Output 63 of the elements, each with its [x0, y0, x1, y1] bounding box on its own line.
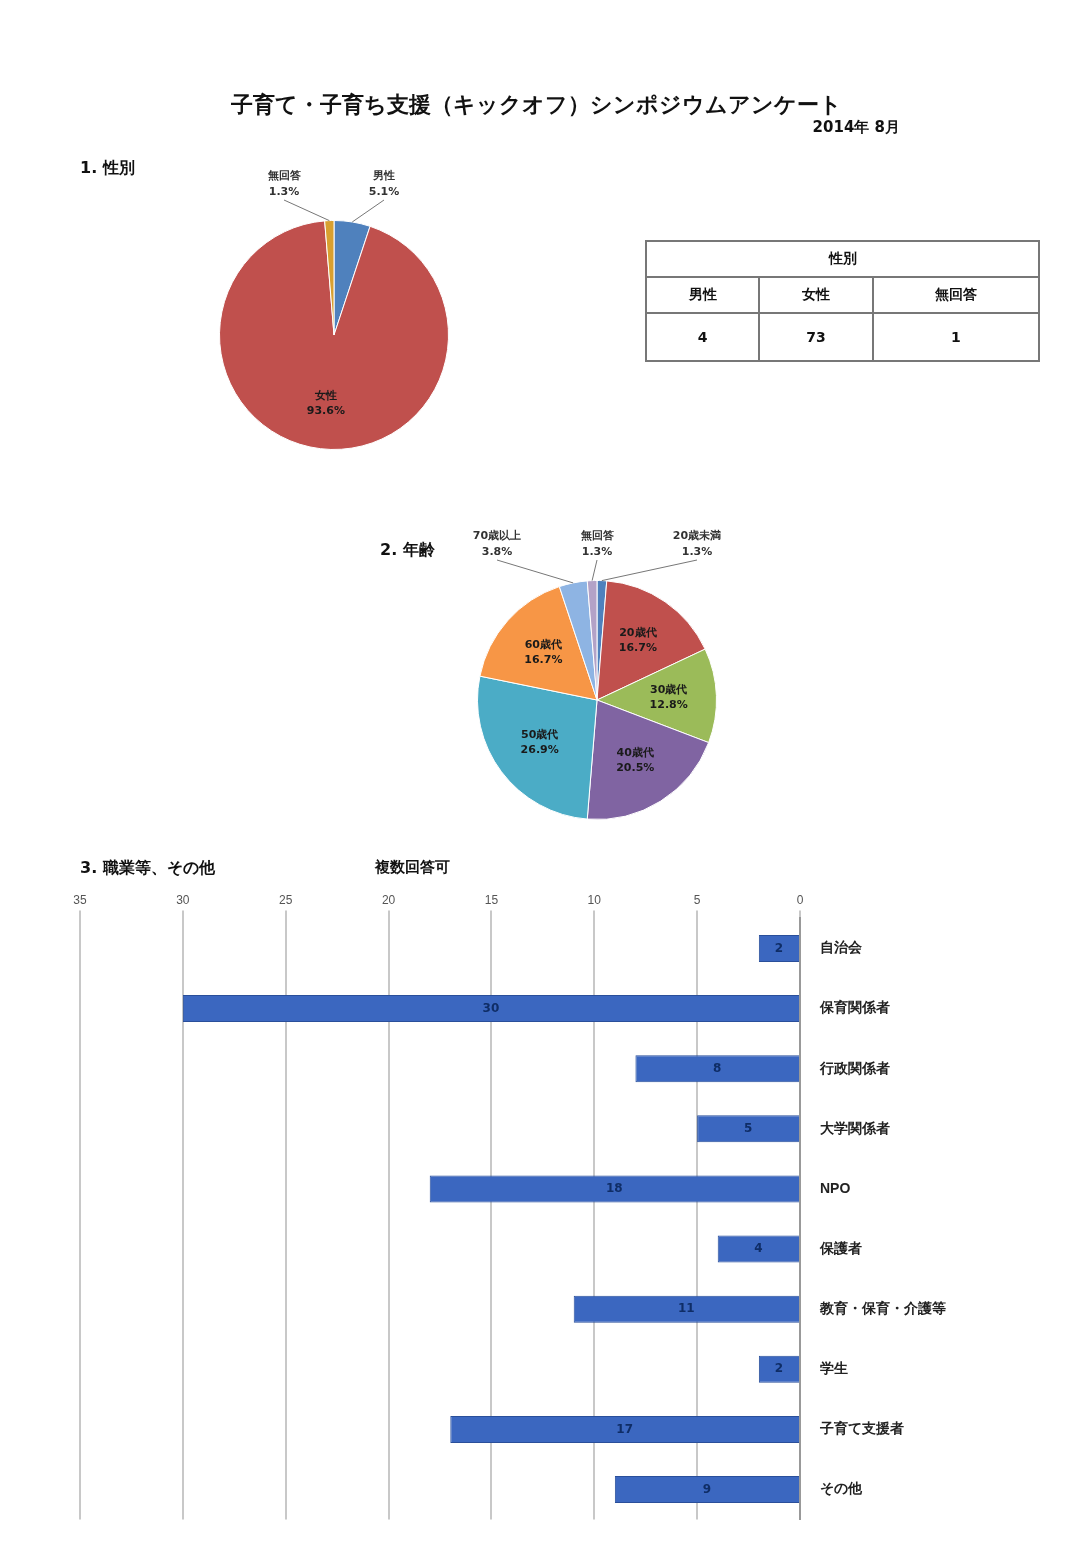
- y-tick-label: 学生: [820, 1360, 848, 1377]
- x-tick-label: 5: [693, 892, 701, 907]
- y-tick-label: 子育て支援者: [819, 1420, 904, 1437]
- data-label: 5: [743, 1120, 753, 1135]
- x-tick-label: 35: [73, 892, 87, 907]
- slice-label: 70歳以上: [472, 528, 522, 542]
- data-label: 26.9%: [520, 743, 559, 757]
- data-label: 11: [678, 1301, 695, 1316]
- text: 性別: [646, 241, 1039, 277]
- data-label: 1: [872, 313, 1039, 361]
- y-tick-label: 保護者: [819, 1239, 862, 1256]
- x-tick-label: 30: [176, 892, 190, 907]
- x-tick-label: 10: [587, 892, 602, 907]
- x-tick-label: 25: [279, 892, 293, 907]
- data-label: 73: [759, 313, 873, 361]
- data-label: 1.3%: [268, 184, 300, 198]
- data-label: 30: [482, 1000, 500, 1015]
- text: 2. 年齢: [380, 540, 435, 561]
- data-label: 18: [606, 1181, 623, 1196]
- data-label: 12.8%: [649, 697, 688, 711]
- data-label: 3.8%: [481, 544, 513, 558]
- data-label: 2: [774, 940, 784, 955]
- y-tick-label: 行政関係者: [819, 1059, 890, 1076]
- slice-label: 60歳代: [524, 637, 563, 651]
- data-label: 16.7%: [524, 652, 563, 666]
- slice-label: 無回答: [266, 168, 302, 182]
- data-label: 1.3%: [681, 544, 713, 558]
- slice-label: 50歳代: [521, 728, 559, 742]
- data-label: 4: [754, 1241, 763, 1256]
- y-tick-label: その他: [820, 1480, 863, 1497]
- category-label: 無回答: [872, 277, 1039, 313]
- text: 2014年 8月: [811, 118, 900, 137]
- category-label: 女性: [759, 277, 873, 313]
- data-label: 9: [702, 1481, 712, 1496]
- data-label: 8: [713, 1060, 722, 1075]
- data-label: 2: [774, 1361, 784, 1376]
- x-tick-label: 20: [381, 892, 396, 907]
- x-tick-label: 15: [484, 892, 499, 907]
- y-tick-label: 大学関係者: [820, 1119, 890, 1136]
- slice-label: 20歳未満: [672, 528, 722, 542]
- x-tick-label: 0: [796, 892, 804, 907]
- y-tick-label: 自治会: [820, 939, 863, 956]
- data-label: 4: [646, 313, 760, 361]
- data-label: 5.1%: [368, 184, 400, 198]
- slice-label: 40歳代: [616, 746, 654, 760]
- text: 子育て・子育ち支援（キックオフ）シンポジウムアンケート: [230, 92, 842, 117]
- slice-label: 20歳代: [619, 626, 657, 640]
- data-label: 16.7%: [618, 641, 657, 655]
- data-label: 93.6%: [306, 403, 345, 417]
- chart-subtitle: 複数回答可: [375, 858, 450, 877]
- slice-label: 30歳代: [649, 682, 688, 696]
- slice-label: 男性: [372, 168, 395, 182]
- category-label: 男性: [646, 277, 760, 313]
- chart-title: 1. 性別: [80, 158, 135, 179]
- slice-label: 無回答: [579, 528, 615, 542]
- data-label: 20.5%: [616, 761, 655, 775]
- slice-label: 女性: [313, 388, 337, 402]
- y-tick-label: 教育・保育・介護等: [819, 1300, 946, 1317]
- y-tick-label: 保育関係者: [819, 999, 890, 1016]
- data-label: 17: [616, 1421, 633, 1436]
- data-label: 1.3%: [581, 544, 613, 558]
- y-tick-label: NPO: [820, 1179, 851, 1196]
- chart-title: 3. 職業等、その他: [80, 858, 215, 879]
